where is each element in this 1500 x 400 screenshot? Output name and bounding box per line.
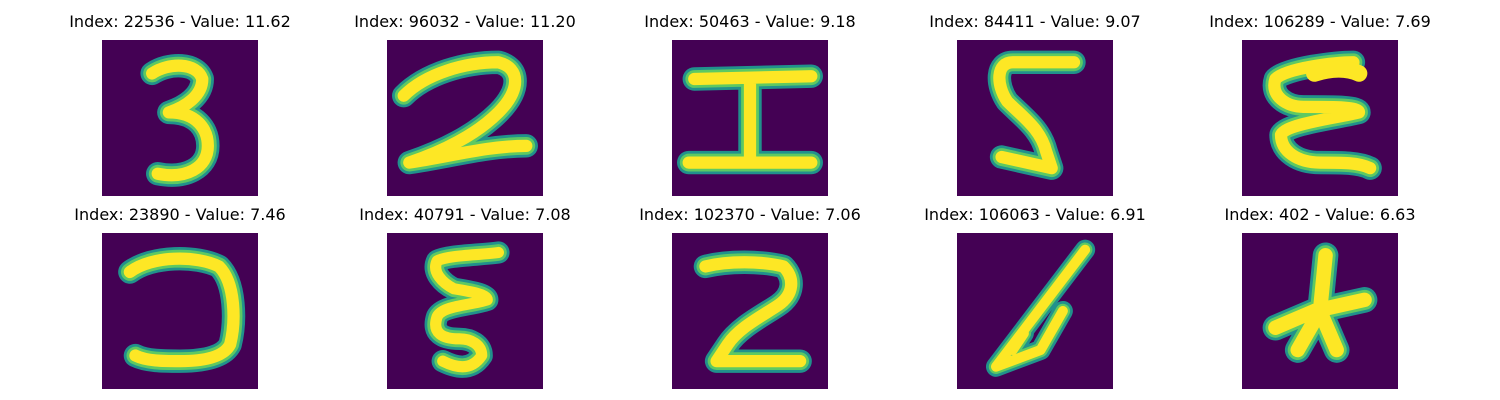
- panel-4: Index: 84411 - Value: 9.07: [893, 12, 1177, 196]
- panel-10: Index: 402 - Value: 6.63: [1178, 205, 1462, 389]
- panel-title: Index: 402 - Value: 6.63: [1224, 205, 1416, 224]
- digit-image: [1242, 40, 1398, 196]
- digit-image: [957, 40, 1113, 196]
- panel-6: Index: 23890 - Value: 7.46: [38, 205, 322, 389]
- digit-image: [387, 233, 543, 389]
- panel-7: Index: 40791 - Value: 7.08: [323, 205, 607, 389]
- panel-title: Index: 106063 - Value: 6.91: [924, 205, 1146, 224]
- panel-9: Index: 106063 - Value: 6.91: [893, 205, 1177, 389]
- digit-image: [672, 40, 828, 196]
- digit-image: [672, 233, 828, 389]
- digit-image: [102, 40, 258, 196]
- panel-title: Index: 106289 - Value: 7.69: [1209, 12, 1431, 31]
- panel-title: Index: 96032 - Value: 11.20: [354, 12, 576, 31]
- panel-title: Index: 22536 - Value: 11.62: [69, 12, 291, 31]
- panel-title: Index: 84411 - Value: 9.07: [929, 12, 1141, 31]
- panel-title: Index: 23890 - Value: 7.46: [74, 205, 286, 224]
- digit-image: [102, 233, 258, 389]
- panel-5: Index: 106289 - Value: 7.69: [1178, 12, 1462, 196]
- panel-8: Index: 102370 - Value: 7.06: [608, 205, 892, 389]
- panel-1: Index: 22536 - Value: 11.62: [38, 12, 322, 196]
- digit-image: [957, 233, 1113, 389]
- panel-2: Index: 96032 - Value: 11.20: [323, 12, 607, 196]
- panel-title: Index: 102370 - Value: 7.06: [639, 205, 861, 224]
- panel-title: Index: 40791 - Value: 7.08: [359, 205, 571, 224]
- digit-image: [1242, 233, 1398, 389]
- panel-3: Index: 50463 - Value: 9.18: [608, 12, 892, 196]
- digit-image: [387, 40, 543, 196]
- panel-title: Index: 50463 - Value: 9.18: [644, 12, 856, 31]
